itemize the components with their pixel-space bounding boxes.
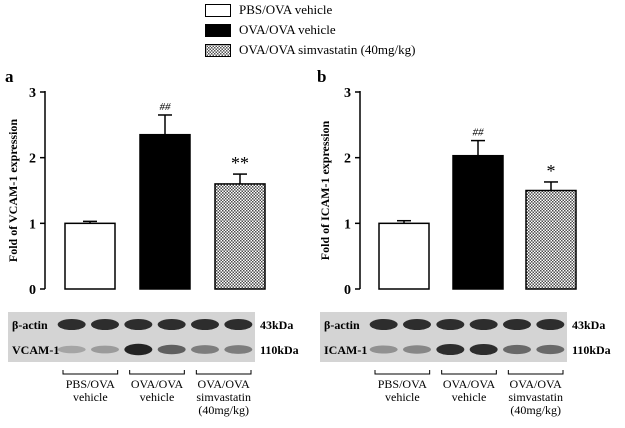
blot-band bbox=[469, 318, 498, 331]
bar bbox=[378, 222, 430, 290]
blot-row-label: VCAM-1 bbox=[12, 343, 59, 357]
blot-band bbox=[124, 343, 153, 356]
bar bbox=[139, 133, 191, 290]
group-label: OVA/OVA bbox=[443, 377, 496, 391]
blot-row-label: ICAM-1 bbox=[324, 343, 367, 357]
blot-band bbox=[369, 345, 398, 354]
group-label: OVA/OVA bbox=[131, 377, 184, 391]
legend-label: PBS/OVA vehicle bbox=[239, 2, 333, 17]
blot-row-label: β-actin bbox=[324, 318, 360, 332]
blot-band bbox=[91, 345, 119, 354]
significance-label: * bbox=[547, 161, 556, 181]
blot-band bbox=[157, 318, 186, 331]
legend-swatch-white bbox=[205, 3, 231, 17]
y-tick-label: 0 bbox=[344, 283, 351, 298]
blot-band bbox=[157, 344, 186, 355]
blot-size-label: 110kDa bbox=[572, 343, 611, 357]
blot-band bbox=[91, 318, 119, 331]
y-tick-label: 3 bbox=[29, 86, 36, 101]
y-axis-label: Fold of VCAM-1 expression bbox=[6, 119, 20, 263]
group-label: OVA/OVA bbox=[510, 377, 563, 391]
group-label: OVA/OVA bbox=[198, 377, 251, 391]
blot-row-label: β-actin bbox=[12, 318, 48, 332]
legend-swatch-black bbox=[205, 23, 231, 37]
blot-band bbox=[224, 345, 253, 354]
legend-item-ova-ova-simvastatin: OVA/OVA simvastatin (40mg/kg) bbox=[205, 42, 415, 58]
chart-panel-b: b 0 1 2 3 Fold of ICAM-1 expression ## * β-actin… bbox=[317, 67, 611, 417]
blot-band bbox=[191, 345, 219, 354]
group-label: vehicle bbox=[140, 390, 175, 404]
blot-band bbox=[536, 318, 565, 331]
legend-label: OVA/OVA simvastatin (40mg/kg) bbox=[239, 42, 416, 57]
y-axis-label: Fold of ICAM-1 expression bbox=[318, 120, 332, 260]
group-label: vehicle bbox=[452, 390, 487, 404]
blot-size-label: 43kDa bbox=[572, 318, 605, 332]
group-bracket bbox=[441, 370, 497, 375]
legend-item-ova-ova-vehicle: OVA/OVA vehicle bbox=[205, 22, 336, 38]
blot-size-label: 43kDa bbox=[260, 318, 293, 332]
blot-band bbox=[503, 344, 531, 355]
y-tick-label: 1 bbox=[29, 217, 36, 232]
significance-label: ## bbox=[160, 101, 172, 113]
blot-band bbox=[369, 318, 398, 331]
group-label: vehicle bbox=[385, 390, 420, 404]
group-label: simvastatin bbox=[508, 390, 563, 404]
blot-band bbox=[191, 318, 219, 331]
blot-band bbox=[503, 318, 531, 331]
chart-panel-a: a 0 1 2 3 Fold of VCAM-1 expression ## ** β-acti… bbox=[5, 67, 299, 417]
panel-letter: b bbox=[317, 67, 326, 86]
y-tick-label: 2 bbox=[344, 152, 351, 167]
group-label: simvastatin bbox=[196, 390, 251, 404]
blot-band bbox=[57, 345, 86, 354]
blot-band bbox=[403, 318, 431, 331]
group-label: PBS/OVA bbox=[378, 377, 427, 391]
group-label: PBS/OVA bbox=[66, 377, 115, 391]
bar bbox=[452, 154, 504, 290]
blot-band bbox=[436, 318, 465, 331]
y-tick-label: 2 bbox=[29, 152, 36, 167]
legend-swatch-crosshatch bbox=[205, 43, 231, 57]
y-tick-label: 1 bbox=[344, 217, 351, 232]
group-label: (40mg/kg) bbox=[510, 403, 561, 417]
group-label: (40mg/kg) bbox=[198, 403, 249, 417]
blot-band bbox=[469, 343, 498, 356]
group-bracket bbox=[195, 370, 252, 375]
blot-band bbox=[436, 343, 465, 356]
group-label: vehicle bbox=[73, 390, 108, 404]
legend-item-pbs-ova-vehicle: PBS/OVA vehicle bbox=[205, 2, 332, 18]
blot-band bbox=[57, 318, 86, 331]
significance-label: ** bbox=[231, 153, 249, 173]
group-bracket bbox=[129, 370, 185, 375]
group-bracket bbox=[62, 370, 119, 375]
blot-band bbox=[124, 318, 153, 331]
y-tick-label: 3 bbox=[344, 86, 351, 101]
bar bbox=[64, 222, 116, 290]
blot-size-label: 110kDa bbox=[260, 343, 299, 357]
group-bracket bbox=[374, 370, 431, 375]
bar bbox=[214, 183, 266, 290]
y-tick-label: 0 bbox=[29, 283, 36, 298]
blot-band bbox=[224, 318, 253, 331]
bar bbox=[525, 189, 577, 290]
panel-letter: a bbox=[5, 67, 14, 86]
group-bracket bbox=[507, 370, 564, 375]
blot-band bbox=[403, 345, 431, 354]
legend: PBS/OVA vehicle OVA/OVA vehicle OVA/OVA … bbox=[0, 0, 625, 60]
legend-label: OVA/OVA vehicle bbox=[239, 22, 336, 37]
significance-label: ## bbox=[473, 127, 485, 139]
blot-band bbox=[536, 344, 565, 355]
